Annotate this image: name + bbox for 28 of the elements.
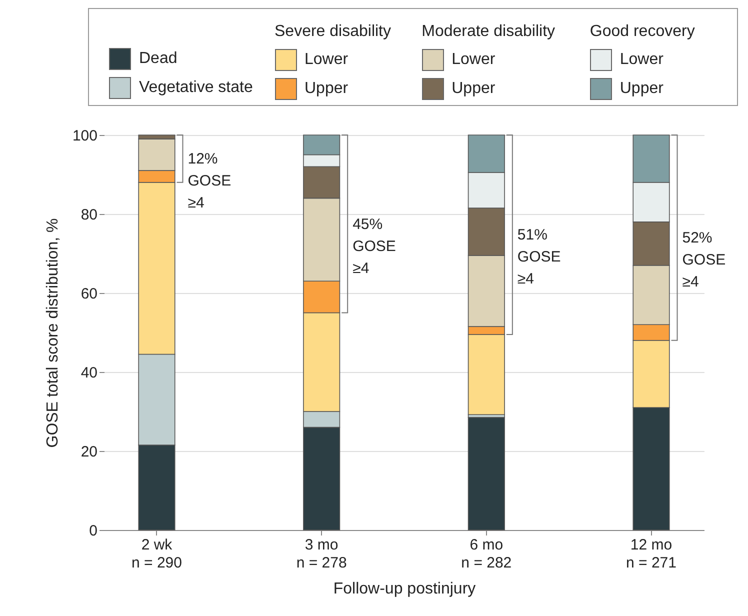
x-axis-title: Follow-up postinjury	[333, 580, 476, 598]
legend-label: Upper	[452, 80, 496, 98]
legend-label: Lower	[620, 50, 664, 68]
annotation: 12% GOSE ≥4	[188, 150, 232, 212]
legend-label: Vegetative state	[139, 79, 253, 98]
y-tick-label: 0	[89, 522, 98, 540]
annotation: 51% GOSE ≥4	[517, 226, 561, 288]
text: Severe disability	[274, 22, 392, 42]
legend-label: Upper	[304, 80, 348, 98]
y-tick-label: 60	[80, 286, 98, 302]
text: Moderate disability	[422, 22, 556, 42]
bar	[468, 417, 505, 530]
y-tick-label: 100	[72, 128, 98, 144]
x-tick-label: 3 mo n = 278	[296, 536, 347, 572]
y-tick-label: 20	[80, 444, 98, 460]
annotation: 52% GOSE ≥4	[682, 230, 726, 291]
y-tick-label: 80	[80, 206, 98, 224]
annotation: 45% GOSE ≥4	[352, 216, 396, 277]
legend-label: Lower	[452, 50, 496, 68]
legend-label: Upper	[620, 80, 664, 98]
x-tick-label: 6 mo n = 282	[461, 536, 512, 572]
x-tick-label: 12 mo n = 271	[626, 536, 676, 572]
legend-label: Lower	[304, 50, 348, 68]
text: Good recovery	[590, 22, 696, 42]
y-tick-label: 40	[80, 364, 98, 382]
x-tick-label: 2 wk n = 290	[132, 536, 182, 572]
y-axis-title: GOSE total score distribution, %	[44, 218, 62, 448]
legend-label: Dead	[139, 50, 178, 68]
